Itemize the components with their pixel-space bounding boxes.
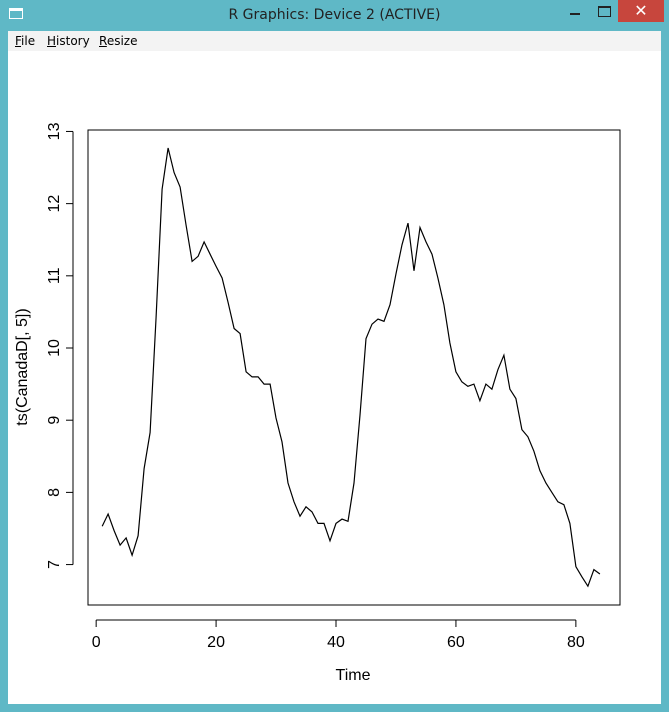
time-series-plot: 0 20 40 60 80 7 8 9 10 11 12 13 Time ts(CanadaD[, …	[14, 122, 621, 684]
close-button[interactable]: ✕	[618, 0, 664, 22]
menu-history-label: istory	[56, 34, 90, 48]
menu-history-accelerator: H	[47, 34, 57, 48]
plot-canvas: 0 20 40 60 80 7 8 9 10 11 12 13 Time ts(CanadaD[, …	[8, 51, 661, 704]
y-tick-label: 13	[46, 122, 63, 140]
y-tick-label: 12	[46, 195, 63, 213]
y-axis-label: ts(CanadaD[, 5])	[14, 308, 31, 425]
menu-resize-label: esize	[106, 34, 138, 48]
window-icon[interactable]	[9, 8, 23, 19]
y-tick-label: 9	[46, 416, 63, 425]
x-tick-label: 20	[207, 634, 225, 651]
y-axis: 7 8 9 10 11 12 13	[46, 122, 74, 569]
plot-box	[87, 129, 621, 606]
x-axis: 0 20 40 60 80	[92, 619, 585, 651]
x-axis-label: Time	[336, 667, 371, 684]
y-tick-label: 8	[46, 488, 63, 497]
menu-resize[interactable]: Resize	[99, 34, 137, 48]
menu-file-label: ile	[21, 34, 36, 48]
x-tick-label: 0	[92, 634, 101, 651]
title-bar[interactable]: R Graphics: Device 2 (ACTIVE) ✕	[0, 0, 669, 31]
close-icon: ✕	[634, 1, 648, 20]
menu-bar: File History Resize	[8, 31, 661, 52]
menu-file-accelerator: F	[15, 34, 22, 48]
maximize-button[interactable]	[590, 0, 618, 22]
minimize-button[interactable]	[560, 0, 590, 22]
y-tick-label: 7	[46, 560, 63, 569]
x-tick-label: 80	[567, 634, 585, 651]
series-line	[101, 147, 601, 588]
menu-history[interactable]: History	[47, 34, 90, 48]
y-tick-label: 10	[46, 339, 63, 357]
series-points	[101, 147, 602, 588]
window-title: R Graphics: Device 2 (ACTIVE)	[228, 7, 441, 23]
x-tick-label: 40	[327, 634, 345, 651]
x-tick-label: 60	[447, 634, 465, 651]
y-tick-label: 11	[46, 267, 63, 284]
menu-file[interactable]: File	[15, 34, 35, 48]
menu-resize-accelerator: R	[99, 34, 107, 48]
